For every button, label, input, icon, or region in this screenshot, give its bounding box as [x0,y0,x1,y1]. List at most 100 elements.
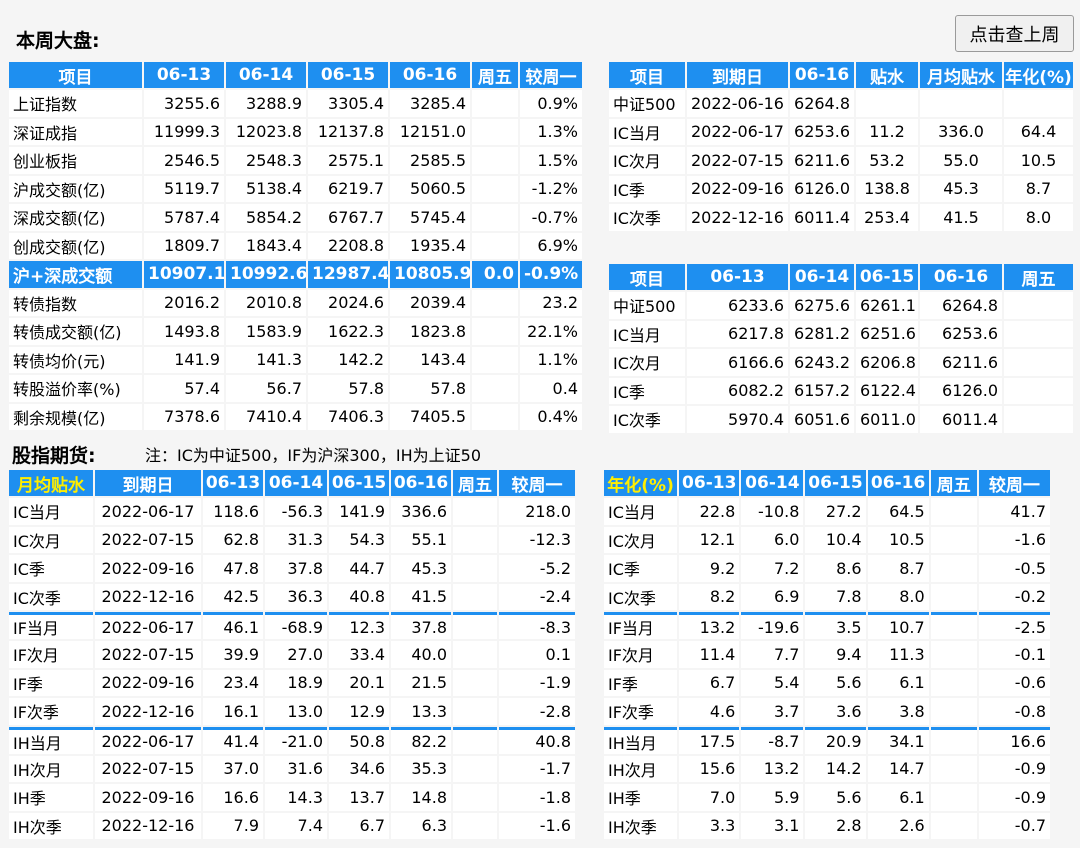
table-cell: 6251.6 [856,320,918,347]
table-cell: 7.8 [805,583,866,610]
table-cell: 9.2 [679,555,740,582]
table-cell: 0.0 [472,261,518,288]
row-label: IH次月 [9,755,93,782]
table-cell: -2.4 [499,583,575,610]
table-cell: 14.8 [391,784,451,811]
row-label: IC次月 [9,526,93,553]
row-label: IH次季 [604,812,678,839]
table-cell: 37.0 [203,755,263,782]
row-label: IC次季 [609,204,685,231]
table-cell [1004,90,1073,117]
table-cell: 2022-07-15 [687,147,788,174]
row-label: IH季 [9,784,93,811]
table-cell [930,755,977,782]
header-row: 项目 06-13 06-14 06-15 06-16 周五 较周一 [9,62,582,88]
table-row: IH次月 2022-07-15 37.0 31.6 34.6 35.3 -1.7 [9,755,575,782]
table-cell: 41.7 [978,498,1050,525]
table-row: IC季 6082.2 6157.2 6122.4 6126.0 [609,377,1073,404]
table-cell [1004,292,1073,319]
row-label: IF次月 [9,641,93,668]
table-cell: 40.8 [329,583,389,610]
table-cell [930,526,977,553]
futures-note: 注：IC为中证500，IF为沪深300，IH为上证50 [145,446,482,465]
table-cell: 4.6 [679,698,740,725]
table-row: IC次月 6166.6 6243.2 6206.8 6211.6 [609,349,1073,376]
column-header: 06-13 [203,470,263,496]
table-cell: 2039.4 [390,289,470,316]
table-row: 深成交额(亿) 5787.4 5854.2 6767.7 5745.4 -0.7% [9,204,582,231]
table-cell: 20.9 [805,726,866,754]
table-cell: 27.2 [805,498,866,525]
table-cell [930,612,977,639]
row-label: IF季 [604,669,678,696]
table-cell [453,583,497,610]
table-cell: 6122.4 [856,377,918,404]
table-cell [472,147,518,174]
table-row: IF次季 4.6 3.7 3.6 3.8 -0.8 [604,698,1050,725]
row-label: 中证500 [609,292,685,319]
table-cell: 2022-07-15 [95,755,201,782]
table-cell: 55.1 [391,526,451,553]
table-cell: 2022-12-16 [687,204,788,231]
table-cell [472,375,518,402]
column-header: 到期日 [95,470,201,496]
table-cell: 5854.2 [226,204,306,231]
table-cell: 6.7 [679,669,740,696]
table-row: 创成交额(亿) 1809.7 1843.4 2208.8 1935.4 6.9% [9,232,582,259]
row-label: IH次季 [9,812,93,839]
page-title: 本周大盘: [16,30,100,52]
table-cell: 6206.8 [856,349,918,376]
table-cell: 31.3 [265,526,327,553]
column-header: 月均贴水 [9,470,93,496]
table-cell: 6051.6 [790,406,854,433]
table-cell: 8.0 [867,583,929,610]
table-cell: 218.0 [499,498,575,525]
table-cell: 34.6 [329,755,389,782]
row-label: IC季 [609,377,685,404]
table-cell: 6275.6 [790,292,854,319]
table-row: IF季 6.7 5.4 5.6 6.1 -0.6 [604,669,1050,696]
table-cell: 39.9 [203,641,263,668]
table-cell: 11.2 [856,118,918,145]
view-last-week-button[interactable]: 点击查上周 [955,15,1074,52]
column-header: 周五 [930,470,977,496]
table-row: IH次季 2022-12-16 7.9 7.4 6.7 6.3 -1.6 [9,812,575,839]
table-cell: 33.4 [329,641,389,668]
table-cell: 2022-09-16 [687,175,788,202]
table-cell: 13.2 [679,612,740,639]
table-row: IC季 2022-09-16 47.8 37.8 44.7 45.3 -5.2 [9,555,575,582]
table-cell: 9.4 [805,641,866,668]
header-row: 项目 06-13 06-14 06-15 06-16 周五 [609,264,1073,290]
table-row: IH次月 15.6 13.2 14.2 14.7 -0.9 [604,755,1050,782]
table-row: IH次季 3.3 3.1 2.8 2.6 -0.7 [604,812,1050,839]
table-cell: 2022-06-17 [687,118,788,145]
row-label: IC次季 [604,583,678,610]
column-header: 06-16 [391,470,451,496]
table-cell [453,555,497,582]
table-cell [930,641,977,668]
table-cell: 10907.1 [144,261,224,288]
table-cell [453,698,497,725]
table-cell: 2546.5 [144,147,224,174]
table-cell: 5.4 [741,669,804,696]
table-cell: 6767.7 [308,204,388,231]
table-cell: 42.5 [203,583,263,610]
row-label: 上证指数 [9,90,142,117]
row-label: IF当月 [604,612,678,639]
table-row: IF当月 2022-06-17 46.1 -68.9 12.3 37.8 -8.3 [9,612,575,639]
table-cell: 2208.8 [308,232,388,259]
table-cell: 5745.4 [390,204,470,231]
row-label: 剩余规模(亿) [9,403,142,430]
table-cell: 2022-06-17 [95,612,201,639]
table-row: 中证500 6233.6 6275.6 6261.1 6264.8 [609,292,1073,319]
table-cell: 40.8 [499,726,575,754]
table-cell: -1.7 [499,755,575,782]
table-cell: 1823.8 [390,318,470,345]
table-cell: 7.7 [741,641,804,668]
table-cell: -0.9% [520,261,582,288]
table-cell: 336.6 [391,498,451,525]
table-cell: 6233.6 [687,292,788,319]
table-cell: 7406.3 [308,403,388,430]
table-row: IF次月 11.4 7.7 9.4 11.3 -0.1 [604,641,1050,668]
table-cell: 40.0 [391,641,451,668]
